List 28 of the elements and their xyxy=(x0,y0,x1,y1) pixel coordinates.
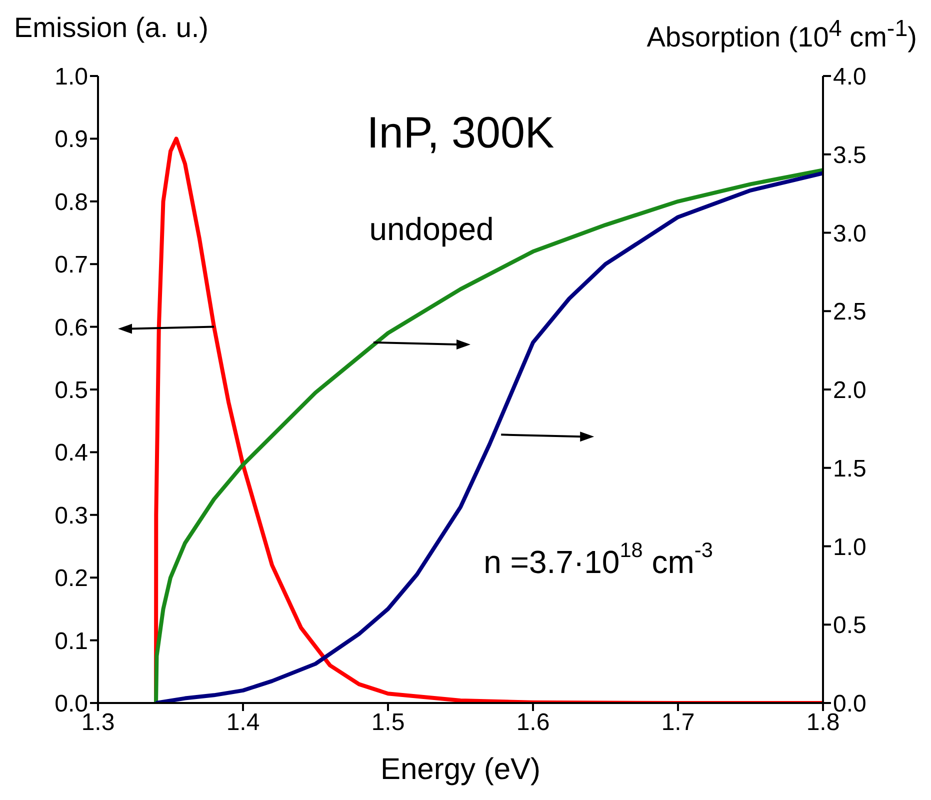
y-tick-label: 0.8 xyxy=(54,188,88,216)
y2-tick-label: 2.0 xyxy=(833,377,866,404)
x-tick-label: 1.4 xyxy=(226,709,260,736)
y-tick-label: 0.3 xyxy=(54,502,88,530)
y2-tick-label: 1.5 xyxy=(833,455,866,482)
annotation: undoped xyxy=(369,210,494,247)
y-tick-label: 0.2 xyxy=(54,565,88,592)
y-tick-label: 0.7 xyxy=(54,252,88,279)
x-tick-label: 1.5 xyxy=(371,709,405,736)
y-axis-title: Emission (a. u.) xyxy=(14,11,208,45)
x-axis-title: Energy (eV) xyxy=(380,753,541,786)
annotation: n =3.7·10$^{18}$ cm$^{-3}$ xyxy=(484,538,713,580)
y-tick-label: 0.1 xyxy=(54,628,88,655)
y-tick-label: 0.4 xyxy=(54,440,88,467)
y-tick-label: 0.6 xyxy=(54,314,88,342)
y2-tick-label: 1.0 xyxy=(833,534,866,561)
y2-axis-title: Absorption (10$^{4}$ cm$^{-1}$) xyxy=(646,14,917,52)
x-tick-label: 1.6 xyxy=(516,709,550,736)
y2-tick-label: 2.5 xyxy=(833,298,866,326)
y2-tick-label: 3.5 xyxy=(833,142,866,169)
x-tick-label: 1.7 xyxy=(661,709,695,736)
y2-tick-label: 3.0 xyxy=(833,220,866,248)
y2-tick-label: 4.0 xyxy=(833,64,866,91)
annotation: InP, 300K xyxy=(366,108,554,157)
y-tick-label: 1.0 xyxy=(54,64,88,91)
y-tick-label: 0.5 xyxy=(54,377,88,404)
y-tick-label: 0.9 xyxy=(54,126,88,154)
y2-tick-label: 0.5 xyxy=(833,612,866,640)
